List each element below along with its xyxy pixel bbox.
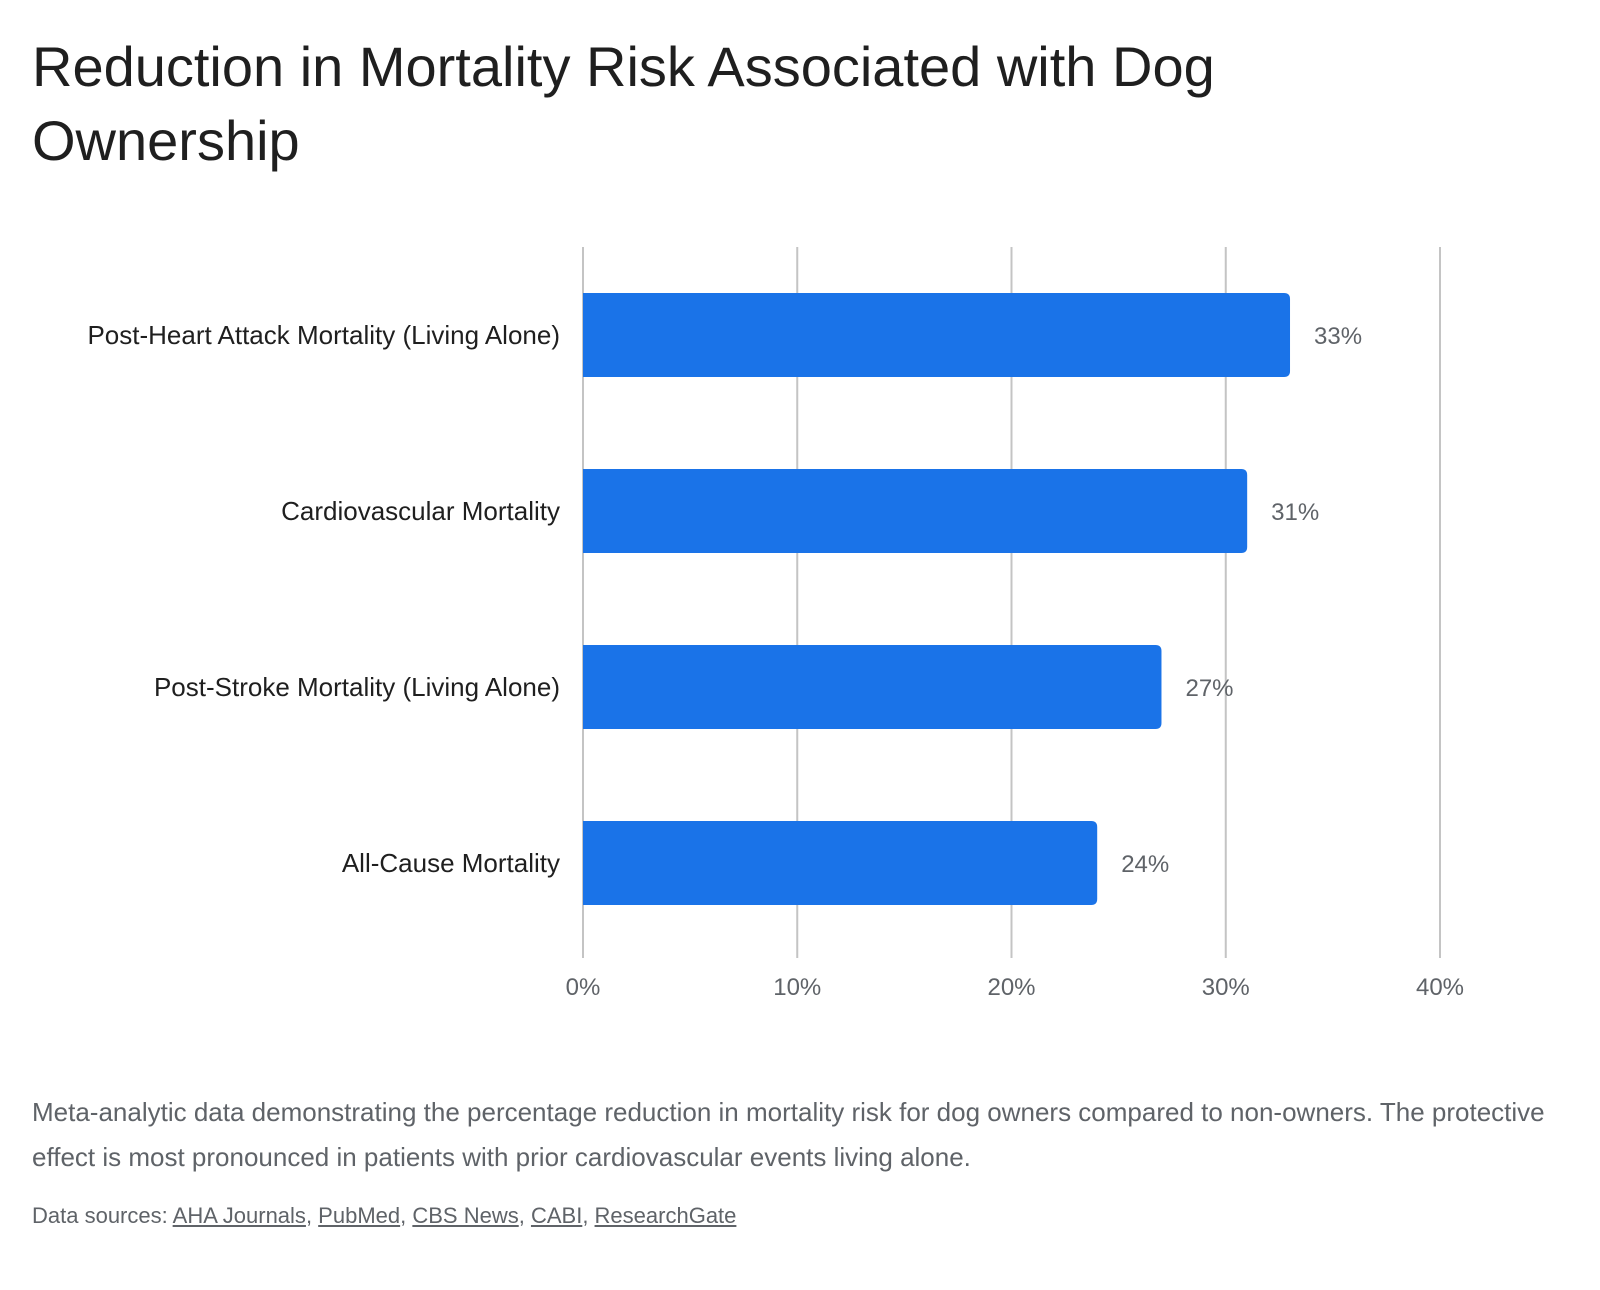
- category-label: Post-Stroke Mortality (Living Alone): [154, 672, 560, 702]
- source-link-cabi[interactable]: CABI: [530, 1203, 583, 1228]
- x-tick-label: 20%: [987, 974, 1035, 1001]
- bar: [583, 293, 1291, 377]
- category-labels: Post-Heart Attack Mortality (Living Alon…: [87, 320, 560, 878]
- bar-chart: Post-Heart Attack Mortality (Living Alon…: [87, 247, 1464, 1001]
- source-link-aha-journals[interactable]: AHA Journals: [172, 1203, 306, 1228]
- x-tick-label: 10%: [773, 974, 821, 1001]
- data-label: 33%: [1314, 323, 1362, 350]
- x-tick-labels: 0% 10% 20% 30% 40%: [566, 974, 1464, 1001]
- source-link-pubmed[interactable]: PubMed: [318, 1203, 401, 1228]
- bar: [583, 469, 1248, 553]
- category-label: All-Cause Mortality: [342, 848, 560, 878]
- x-tick-label: 0%: [566, 974, 601, 1001]
- data-label: 24%: [1121, 851, 1169, 878]
- chart-caption: Meta-analytic data demonstrating the per…: [32, 1097, 1545, 1172]
- x-tick-label: 30%: [1202, 974, 1250, 1001]
- source-link-researchgate[interactable]: ResearchGate: [594, 1203, 737, 1228]
- x-tick-label: 40%: [1416, 974, 1464, 1001]
- bar: [583, 821, 1098, 905]
- chart-title: Reduction in Mortality Risk Associated w…: [32, 35, 1215, 172]
- source-link-cbs-news[interactable]: CBS News: [412, 1203, 519, 1228]
- data-sources: Data sources: AHA Journals, PubMed, CBS …: [32, 1203, 737, 1228]
- data-label: 27%: [1185, 675, 1233, 702]
- sources-prefix: Data sources:: [32, 1203, 173, 1228]
- bars: [583, 293, 1291, 905]
- category-label: Post-Heart Attack Mortality (Living Alon…: [87, 320, 560, 350]
- data-label: 31%: [1271, 499, 1319, 526]
- bar: [583, 645, 1162, 729]
- data-labels: 33% 31% 27% 24%: [1121, 323, 1362, 878]
- category-label: Cardiovascular Mortality: [281, 496, 560, 526]
